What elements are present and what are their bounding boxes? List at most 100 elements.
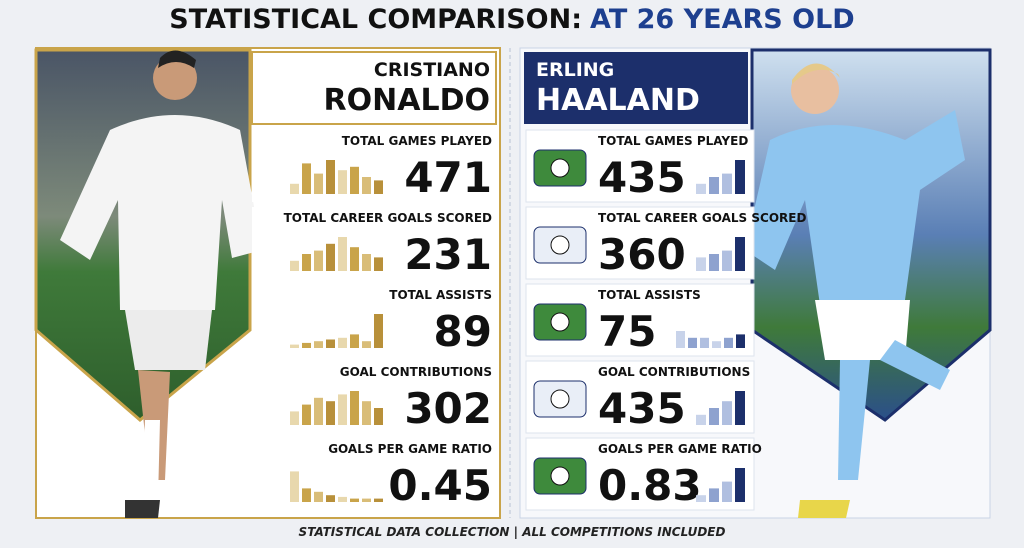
decor-bar	[709, 488, 719, 502]
decor-bar	[302, 488, 311, 502]
right-name-box	[524, 52, 748, 124]
last-name: RONALDO	[324, 83, 490, 118]
decor-bar	[314, 491, 323, 502]
stat-label: GOALS PER GAME RATIO	[598, 442, 762, 456]
stat-label: TOTAL GAMES PLAYED	[598, 134, 748, 148]
decor-bar	[722, 250, 732, 271]
decor-bar	[724, 337, 733, 348]
stat-value: 302	[404, 384, 492, 433]
decor-bar	[709, 408, 719, 425]
stat-icon-ball	[550, 389, 570, 409]
decor-bar	[362, 401, 371, 425]
footer: STATISTICAL DATA COLLECTION | ALL COMPET…	[299, 525, 726, 539]
decor-bar	[735, 237, 745, 271]
decor-bar	[302, 163, 311, 194]
decor-bar	[735, 468, 745, 502]
first-name: CRISTIANO	[374, 59, 490, 81]
decor-bar	[350, 334, 359, 348]
decor-bar	[696, 183, 706, 194]
decor-bar	[326, 495, 335, 502]
decor-bar	[696, 257, 706, 271]
haaland-figure	[745, 63, 965, 518]
stat-value: 360	[598, 230, 686, 279]
decor-bar	[338, 170, 347, 194]
stat-label: GOALS PER GAME RATIO	[328, 442, 492, 456]
decor-bar	[722, 481, 732, 502]
decor-bar	[735, 391, 745, 425]
decor-bar	[314, 250, 323, 271]
ronaldo-figure	[60, 50, 262, 518]
title-main: STATISTICAL COMPARISON:	[169, 4, 582, 35]
decor-bar	[362, 498, 371, 502]
decor-bar	[696, 495, 706, 502]
stat-label: GOAL CONTRIBUTIONS	[340, 365, 492, 379]
decor-bar	[302, 254, 311, 271]
decor-bar	[326, 243, 335, 271]
decor-bar	[338, 337, 347, 348]
decor-bar	[374, 180, 383, 194]
stat-icon-ball	[550, 466, 570, 486]
decor-bar	[350, 498, 359, 502]
decor-bar	[700, 337, 709, 348]
decor-bar	[302, 342, 311, 348]
decor-bar	[326, 160, 335, 194]
decor-bar	[722, 173, 732, 194]
decor-bar	[302, 404, 311, 425]
decor-bar	[374, 498, 383, 502]
stat-value: 0.83	[598, 461, 702, 510]
decor-bar	[735, 160, 745, 194]
title: STATISTICAL COMPARISON: AT 26 YEARS OLD	[169, 4, 854, 35]
decor-bar	[709, 254, 719, 271]
stat-value: 231	[404, 230, 492, 279]
stat-label: TOTAL ASSISTS	[598, 288, 701, 302]
stat-value: 435	[598, 384, 686, 433]
stat-icon-ball	[550, 235, 570, 255]
decor-bar	[362, 254, 371, 271]
stat-label: TOTAL ASSISTS	[389, 288, 492, 302]
stat-value: 471	[404, 153, 492, 202]
decor-bar	[712, 341, 721, 348]
decor-bar	[350, 391, 359, 425]
decor-bar	[326, 401, 335, 425]
stat-value: 75	[598, 307, 656, 356]
stat-icon-ball	[550, 158, 570, 178]
last-name: HAALAND	[536, 83, 700, 118]
decor-bar	[290, 344, 299, 348]
decor-bar	[374, 408, 383, 425]
decor-bar	[374, 314, 383, 348]
decor-bar	[290, 183, 299, 194]
decor-bar	[722, 401, 732, 425]
decor-bar	[290, 260, 299, 271]
stat-value: 89	[434, 307, 492, 356]
decor-bar	[350, 166, 359, 194]
decor-bar	[326, 339, 335, 348]
stat-label: TOTAL GAMES PLAYED	[342, 134, 492, 148]
decor-bar	[374, 257, 383, 271]
decor-bar	[290, 471, 299, 502]
stat-label: TOTAL CAREER GOALS SCORED	[598, 211, 806, 225]
decor-bar	[338, 394, 347, 425]
decor-bar	[709, 177, 719, 194]
first-name: ERLING	[536, 59, 614, 81]
stat-icon-ball	[550, 312, 570, 332]
decor-bar	[688, 337, 697, 348]
decor-bar	[314, 173, 323, 194]
decor-bar	[696, 414, 706, 425]
decor-bar	[290, 411, 299, 425]
stat-value: 0.45	[388, 461, 492, 510]
stat-label: GOAL CONTRIBUTIONS	[598, 365, 750, 379]
decor-bar	[676, 331, 685, 348]
decor-bar	[338, 496, 347, 502]
left-name-box	[251, 51, 497, 125]
decor-bar	[314, 397, 323, 425]
title-highlight: AT 26 YEARS OLD	[590, 4, 855, 35]
decor-bar	[314, 341, 323, 348]
stat-value: 435	[598, 153, 686, 202]
stat-label: TOTAL CAREER GOALS SCORED	[284, 211, 492, 225]
decor-bar	[362, 177, 371, 194]
decor-bar	[736, 334, 745, 348]
decor-bar	[350, 247, 359, 271]
decor-bar	[362, 341, 371, 348]
